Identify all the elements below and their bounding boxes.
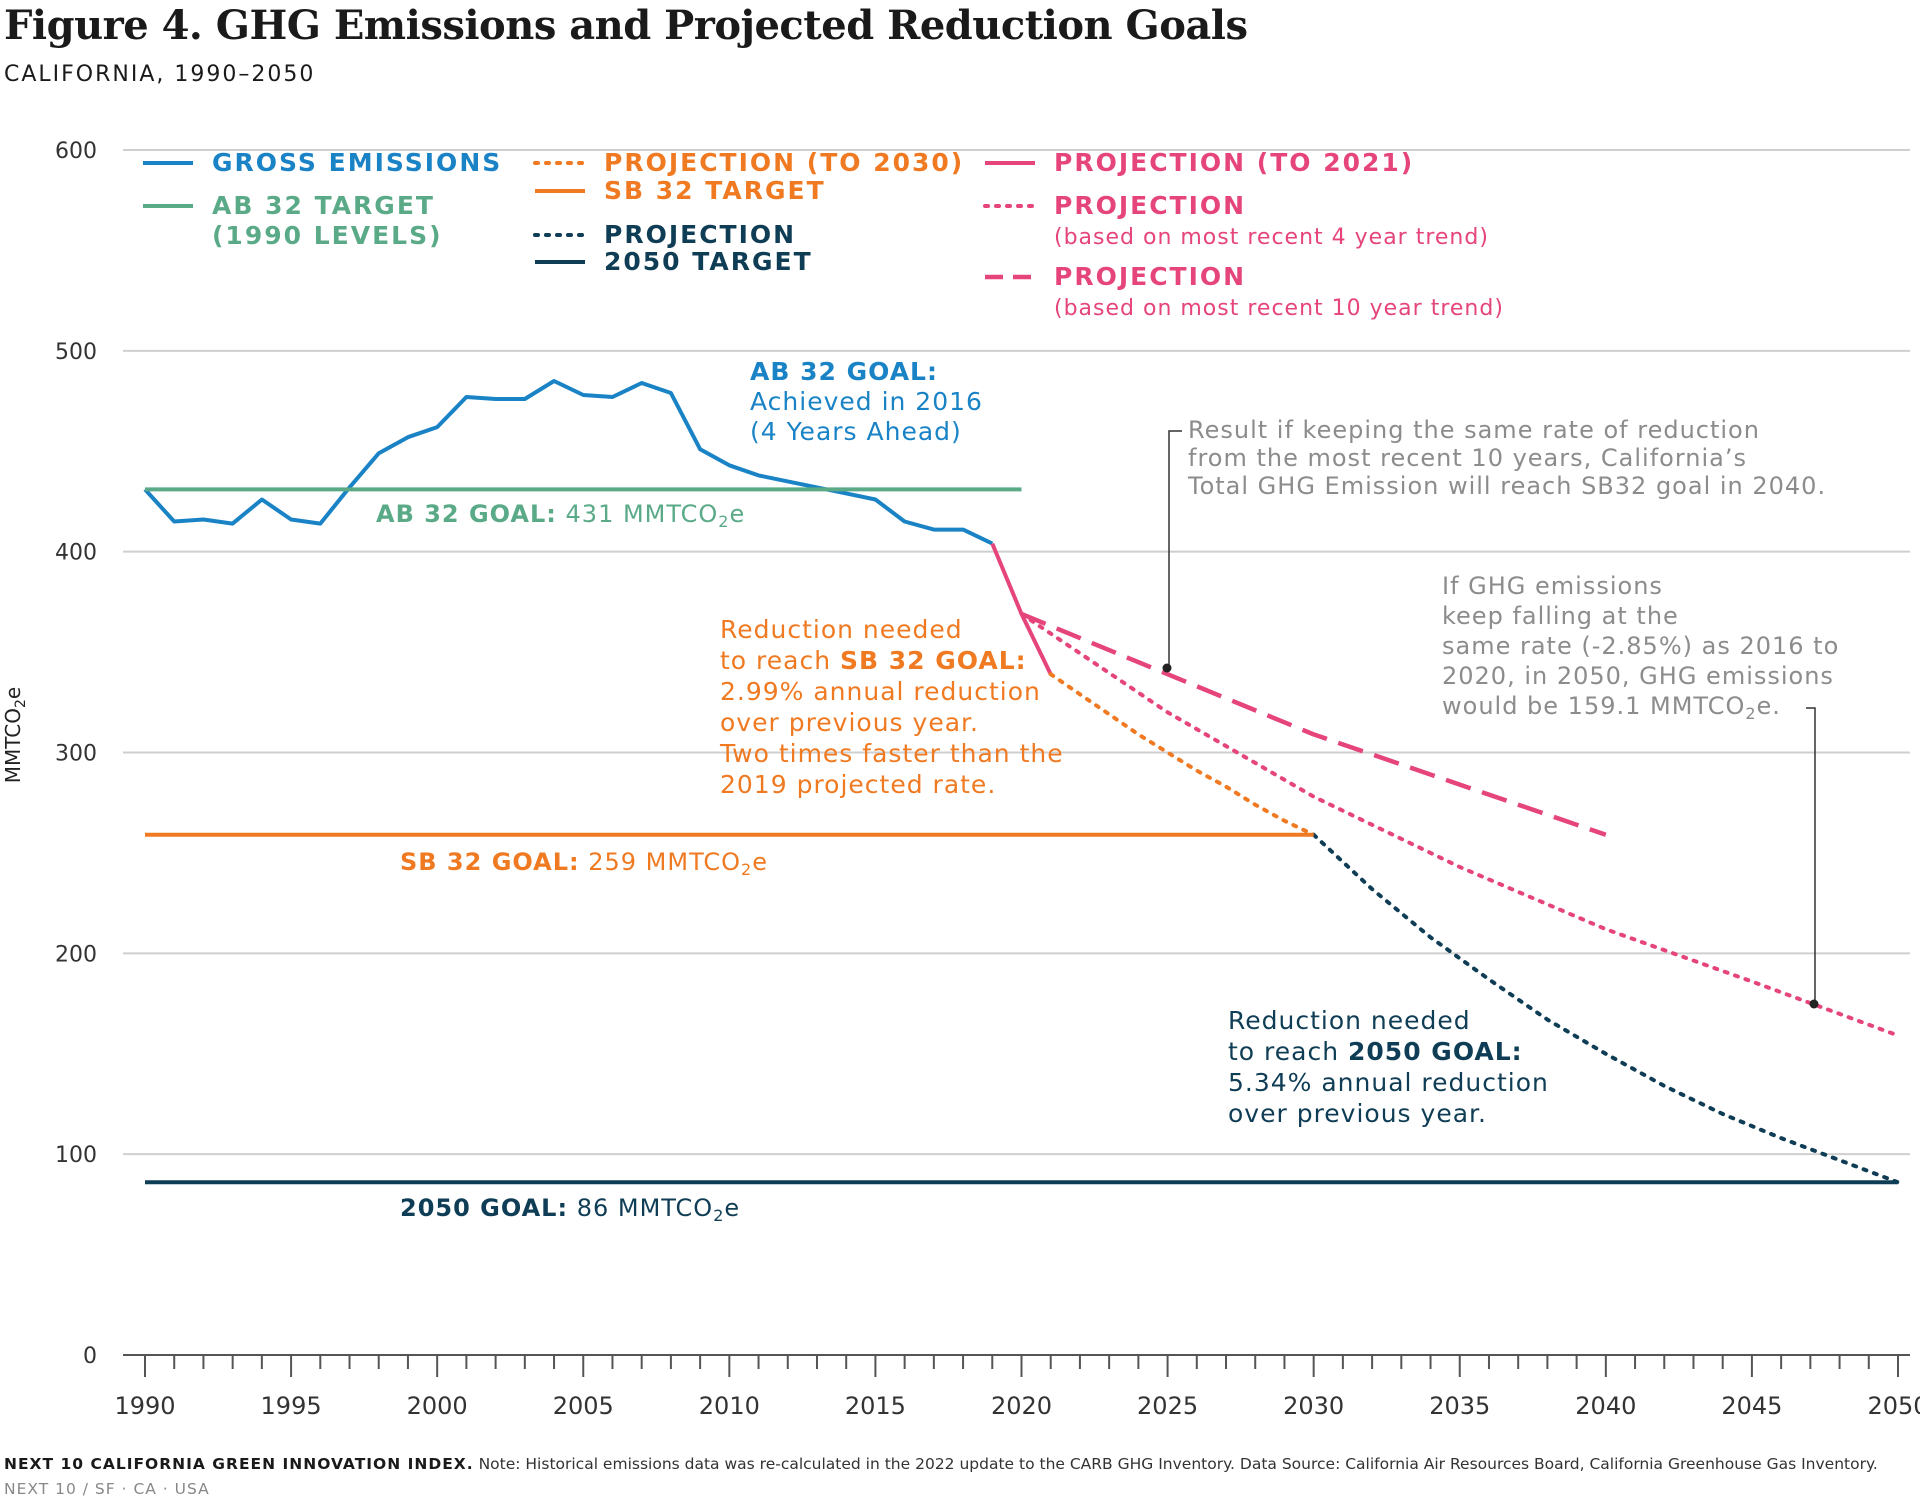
- y-tick-label: 500: [55, 340, 97, 365]
- ab32-achieved-note: (4 Years Ahead): [750, 417, 962, 446]
- legend-label: PROJECTION: [604, 220, 796, 249]
- four-year-note: 2020, in 2050, GHG emissions: [1442, 662, 1834, 690]
- ten-year-dot: [1162, 663, 1172, 673]
- sb32-reduction-note: to reach SB 32 GOAL:: [720, 646, 1027, 675]
- four-year-leader: [1806, 707, 1816, 1004]
- y-tick-label: 100: [55, 1143, 97, 1168]
- legend-label: GROSS EMISSIONS: [212, 148, 502, 177]
- chart-subtitle: CALIFORNIA, 1990–2050: [4, 62, 316, 87]
- series-line: [143, 379, 994, 546]
- x-tick-label: 2050: [1867, 1392, 1920, 1420]
- x-tick-label: 2010: [699, 1392, 760, 1420]
- ten-year-note: Result if keeping the same rate of reduc…: [1188, 416, 1760, 444]
- footer: NEXT 10 CALIFORNIA GREEN INNOVATION INDE…: [4, 1452, 1904, 1502]
- reduction-2050-note: to reach 2050 GOAL:: [1228, 1037, 1523, 1066]
- y-tick-label: 400: [55, 541, 97, 566]
- legend-label: PROJECTION (TO 2021): [1054, 148, 1414, 177]
- y-axis-label: MMTCO2e: [1, 687, 29, 784]
- ten-year-note: Total GHG Emission will reach SB32 goal …: [1187, 472, 1826, 500]
- x-tick-label: 1990: [114, 1392, 175, 1420]
- sb32-reduction-note: over previous year.: [720, 708, 979, 737]
- four-year-note: same rate (-2.85%) as 2016 to: [1442, 632, 1839, 660]
- series-line: [1048, 672, 1316, 837]
- four-year-dot: [1809, 999, 1819, 1009]
- x-tick-label: 2040: [1575, 1392, 1636, 1420]
- legend-label-2: (based on most recent 4 year trend): [1054, 225, 1489, 250]
- series-line: [1311, 832, 1900, 1185]
- x-tick-label: 1995: [261, 1392, 322, 1420]
- four-year-note: If GHG emissions: [1442, 572, 1663, 600]
- footer-brand: NEXT 10 / SF · CA · USA: [4, 1480, 210, 1498]
- reduction-2050-note: over previous year.: [1228, 1099, 1487, 1128]
- sb32-reduction-note: Two times faster than the: [719, 739, 1064, 768]
- footer-source-label: NEXT 10 CALIFORNIA GREEN INNOVATION INDE…: [4, 1455, 474, 1473]
- legend-label: SB 32 TARGET: [604, 176, 826, 205]
- legend-label: PROJECTION (TO 2030): [604, 148, 964, 177]
- y-tick-label: 300: [55, 742, 97, 767]
- reduction-2050-note: Reduction needed: [1228, 1006, 1471, 1035]
- sb32-reduction-note: Reduction needed: [720, 615, 963, 644]
- legend-label: AB 32 TARGET: [212, 191, 435, 220]
- ab32-goal-label: AB 32 GOAL: 431 MMTCO2e: [376, 500, 745, 531]
- legend-label: PROJECTION: [1054, 191, 1246, 220]
- x-tick-label: 2005: [553, 1392, 614, 1420]
- x-tick-label: 2015: [845, 1392, 906, 1420]
- legend-label-2: (based on most recent 10 year trend): [1054, 296, 1504, 321]
- reduction-2050-note: 5.34% annual reduction: [1228, 1068, 1549, 1097]
- series-line: [1019, 611, 1900, 1038]
- sb32-reduction-note: 2019 projected rate.: [720, 770, 996, 799]
- goal-2050-label: 2050 GOAL: 86 MMTCO2e: [400, 1194, 740, 1225]
- series-line: [1020, 611, 1607, 837]
- x-tick-label: 2035: [1429, 1392, 1490, 1420]
- legend-label: PROJECTION: [1054, 262, 1246, 291]
- ten-year-note: from the most recent 10 years, Californi…: [1188, 444, 1747, 472]
- x-tick-label: 2000: [407, 1392, 468, 1420]
- x-tick-label: 2045: [1721, 1392, 1782, 1420]
- sb32-reduction-note: 2.99% annual reduction: [720, 677, 1041, 706]
- x-tick-label: 2020: [991, 1392, 1052, 1420]
- footer-note: Note: Historical emissions data was re-c…: [478, 1455, 1878, 1473]
- ten-year-leader: [1168, 430, 1182, 668]
- legend-label: 2050 TARGET: [604, 247, 813, 276]
- four-year-note-last: would be 159.1 MMTCO2e.: [1442, 692, 1781, 723]
- ab32-achieved-note: AB 32 GOAL:: [750, 357, 938, 386]
- y-tick-label: 0: [83, 1344, 97, 1369]
- x-tick-label: 2025: [1137, 1392, 1198, 1420]
- chart-title: Figure 4. GHG Emissions and Projected Re…: [4, 2, 1248, 49]
- sb32-goal-label: SB 32 GOAL: 259 MMTCO2e: [400, 848, 768, 879]
- x-tick-label: 2030: [1283, 1392, 1344, 1420]
- chart-svg: 0 100 200 300 400 500 600 1990 1995 2000 2005 2010 2…: [1, 139, 1920, 1420]
- ab32-achieved-note: Achieved in 2016: [750, 387, 983, 416]
- y-tick-label: 600: [55, 139, 97, 164]
- y-tick-label: 200: [55, 942, 97, 967]
- four-year-note: keep falling at the: [1442, 602, 1679, 630]
- legend-label-2: (1990 LEVELS): [212, 221, 443, 250]
